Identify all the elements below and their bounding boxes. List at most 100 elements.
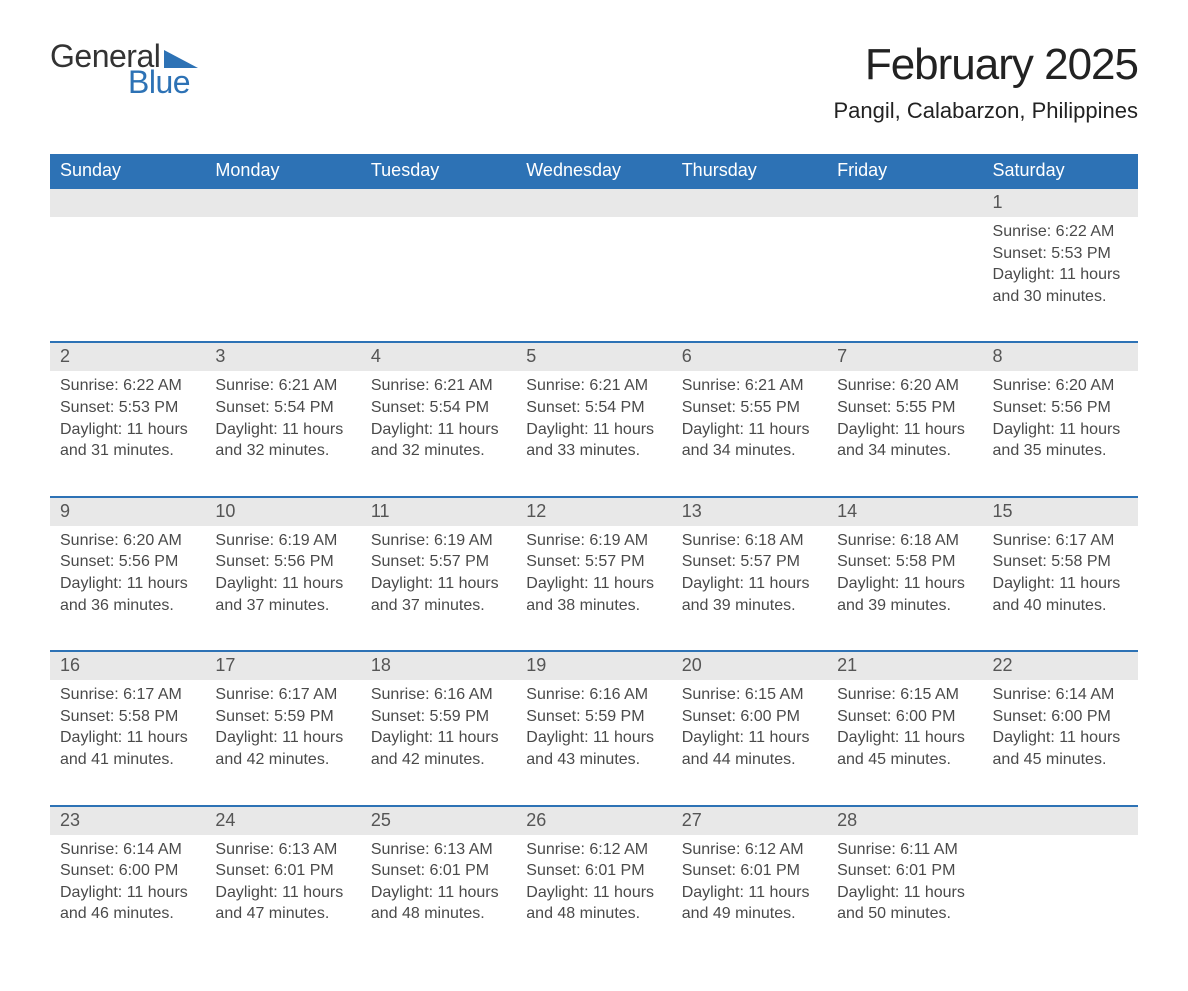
daylight-text: Daylight: 11 hours and 39 minutes. <box>682 573 817 616</box>
day-number: 21 <box>827 652 982 680</box>
day-cell: Sunrise: 6:21 AM Sunset: 5:54 PM Dayligh… <box>205 371 360 467</box>
daylight-text: Daylight: 11 hours and 48 minutes. <box>371 882 506 925</box>
daylight-text: Daylight: 11 hours and 37 minutes. <box>371 573 506 616</box>
sunset-text: Sunset: 5:53 PM <box>60 397 195 419</box>
sunset-text: Sunset: 5:58 PM <box>837 551 972 573</box>
day-number: 6 <box>672 343 827 371</box>
day-number: 11 <box>361 498 516 526</box>
logo: General Blue <box>50 40 198 98</box>
sunset-text: Sunset: 5:57 PM <box>371 551 506 573</box>
sunrise-text: Sunrise: 6:13 AM <box>215 839 350 861</box>
week-row: 16 17 18 19 20 21 22 Sunrise: 6:17 AM Su… <box>50 650 1138 776</box>
day-cell: Sunrise: 6:21 AM Sunset: 5:54 PM Dayligh… <box>361 371 516 467</box>
day-cell: Sunrise: 6:19 AM Sunset: 5:57 PM Dayligh… <box>361 526 516 622</box>
day-data-row: Sunrise: 6:17 AM Sunset: 5:58 PM Dayligh… <box>50 680 1138 776</box>
day-number-band: 9 10 11 12 13 14 15 <box>50 496 1138 526</box>
daylight-text: Daylight: 11 hours and 35 minutes. <box>993 419 1128 462</box>
daylight-text: Daylight: 11 hours and 31 minutes. <box>60 419 195 462</box>
week-row: 1 Sunrise: 6:22 AM Sunset: 5:53 PM Dayli… <box>50 189 1138 313</box>
daylight-text: Daylight: 11 hours and 32 minutes. <box>371 419 506 462</box>
day-number-band: 2 3 4 5 6 7 8 <box>50 341 1138 371</box>
day-number: 20 <box>672 652 827 680</box>
sunrise-text: Sunrise: 6:21 AM <box>371 375 506 397</box>
sunrise-text: Sunrise: 6:21 AM <box>215 375 350 397</box>
day-cell: Sunrise: 6:20 AM Sunset: 5:56 PM Dayligh… <box>983 371 1138 467</box>
sunset-text: Sunset: 6:01 PM <box>682 860 817 882</box>
dow-thursday: Thursday <box>672 154 827 189</box>
sunrise-text: Sunrise: 6:16 AM <box>526 684 661 706</box>
month-title: February 2025 <box>833 40 1138 90</box>
week-row: 2 3 4 5 6 7 8 Sunrise: 6:22 AM Sunset: 5… <box>50 341 1138 467</box>
day-number: 23 <box>50 807 205 835</box>
day-data-row: Sunrise: 6:22 AM Sunset: 5:53 PM Dayligh… <box>50 217 1138 313</box>
day-number: 19 <box>516 652 671 680</box>
sunset-text: Sunset: 5:59 PM <box>371 706 506 728</box>
day-cell: Sunrise: 6:22 AM Sunset: 5:53 PM Dayligh… <box>983 217 1138 313</box>
day-number: 8 <box>983 343 1138 371</box>
day-number: 25 <box>361 807 516 835</box>
day-number-band: 16 17 18 19 20 21 22 <box>50 650 1138 680</box>
day-number: 22 <box>983 652 1138 680</box>
sunrise-text: Sunrise: 6:12 AM <box>526 839 661 861</box>
day-number: 9 <box>50 498 205 526</box>
daylight-text: Daylight: 11 hours and 36 minutes. <box>60 573 195 616</box>
day-number <box>516 189 671 217</box>
day-cell <box>827 217 982 313</box>
day-cell: Sunrise: 6:18 AM Sunset: 5:58 PM Dayligh… <box>827 526 982 622</box>
daylight-text: Daylight: 11 hours and 30 minutes. <box>993 264 1128 307</box>
daylight-text: Daylight: 11 hours and 32 minutes. <box>215 419 350 462</box>
daylight-text: Daylight: 11 hours and 42 minutes. <box>371 727 506 770</box>
day-number <box>50 189 205 217</box>
sunrise-text: Sunrise: 6:19 AM <box>526 530 661 552</box>
dow-sunday: Sunday <box>50 154 205 189</box>
daylight-text: Daylight: 11 hours and 46 minutes. <box>60 882 195 925</box>
sunset-text: Sunset: 5:53 PM <box>993 243 1128 265</box>
day-number: 4 <box>361 343 516 371</box>
daylight-text: Daylight: 11 hours and 45 minutes. <box>993 727 1128 770</box>
page-header: General Blue February 2025 Pangil, Calab… <box>50 40 1138 124</box>
sunrise-text: Sunrise: 6:22 AM <box>993 221 1128 243</box>
day-cell: Sunrise: 6:13 AM Sunset: 6:01 PM Dayligh… <box>205 835 360 931</box>
day-number: 16 <box>50 652 205 680</box>
day-cell <box>516 217 671 313</box>
day-number: 10 <box>205 498 360 526</box>
day-cell: Sunrise: 6:17 AM Sunset: 5:59 PM Dayligh… <box>205 680 360 776</box>
day-number: 28 <box>827 807 982 835</box>
day-cell: Sunrise: 6:12 AM Sunset: 6:01 PM Dayligh… <box>672 835 827 931</box>
day-number <box>205 189 360 217</box>
sunrise-text: Sunrise: 6:14 AM <box>993 684 1128 706</box>
day-of-week-header: Sunday Monday Tuesday Wednesday Thursday… <box>50 154 1138 189</box>
daylight-text: Daylight: 11 hours and 45 minutes. <box>837 727 972 770</box>
daylight-text: Daylight: 11 hours and 42 minutes. <box>215 727 350 770</box>
sunset-text: Sunset: 5:58 PM <box>60 706 195 728</box>
day-cell: Sunrise: 6:20 AM Sunset: 5:55 PM Dayligh… <box>827 371 982 467</box>
sunset-text: Sunset: 5:56 PM <box>215 551 350 573</box>
sunset-text: Sunset: 5:59 PM <box>215 706 350 728</box>
day-cell <box>50 217 205 313</box>
day-number: 18 <box>361 652 516 680</box>
logo-word-blue: Blue <box>128 66 190 98</box>
sunset-text: Sunset: 5:56 PM <box>60 551 195 573</box>
sunset-text: Sunset: 6:00 PM <box>837 706 972 728</box>
dow-monday: Monday <box>205 154 360 189</box>
sunrise-text: Sunrise: 6:22 AM <box>60 375 195 397</box>
day-cell: Sunrise: 6:17 AM Sunset: 5:58 PM Dayligh… <box>50 680 205 776</box>
sunrise-text: Sunrise: 6:18 AM <box>682 530 817 552</box>
day-number: 7 <box>827 343 982 371</box>
day-cell: Sunrise: 6:21 AM Sunset: 5:55 PM Dayligh… <box>672 371 827 467</box>
day-cell: Sunrise: 6:19 AM Sunset: 5:56 PM Dayligh… <box>205 526 360 622</box>
location-subtitle: Pangil, Calabarzon, Philippines <box>833 98 1138 124</box>
day-number: 17 <box>205 652 360 680</box>
sunrise-text: Sunrise: 6:11 AM <box>837 839 972 861</box>
dow-wednesday: Wednesday <box>516 154 671 189</box>
day-number: 13 <box>672 498 827 526</box>
sunrise-text: Sunrise: 6:15 AM <box>837 684 972 706</box>
day-data-row: Sunrise: 6:22 AM Sunset: 5:53 PM Dayligh… <box>50 371 1138 467</box>
dow-tuesday: Tuesday <box>361 154 516 189</box>
sunrise-text: Sunrise: 6:20 AM <box>837 375 972 397</box>
daylight-text: Daylight: 11 hours and 48 minutes. <box>526 882 661 925</box>
day-cell: Sunrise: 6:16 AM Sunset: 5:59 PM Dayligh… <box>516 680 671 776</box>
daylight-text: Daylight: 11 hours and 44 minutes. <box>682 727 817 770</box>
sunset-text: Sunset: 5:55 PM <box>682 397 817 419</box>
daylight-text: Daylight: 11 hours and 47 minutes. <box>215 882 350 925</box>
